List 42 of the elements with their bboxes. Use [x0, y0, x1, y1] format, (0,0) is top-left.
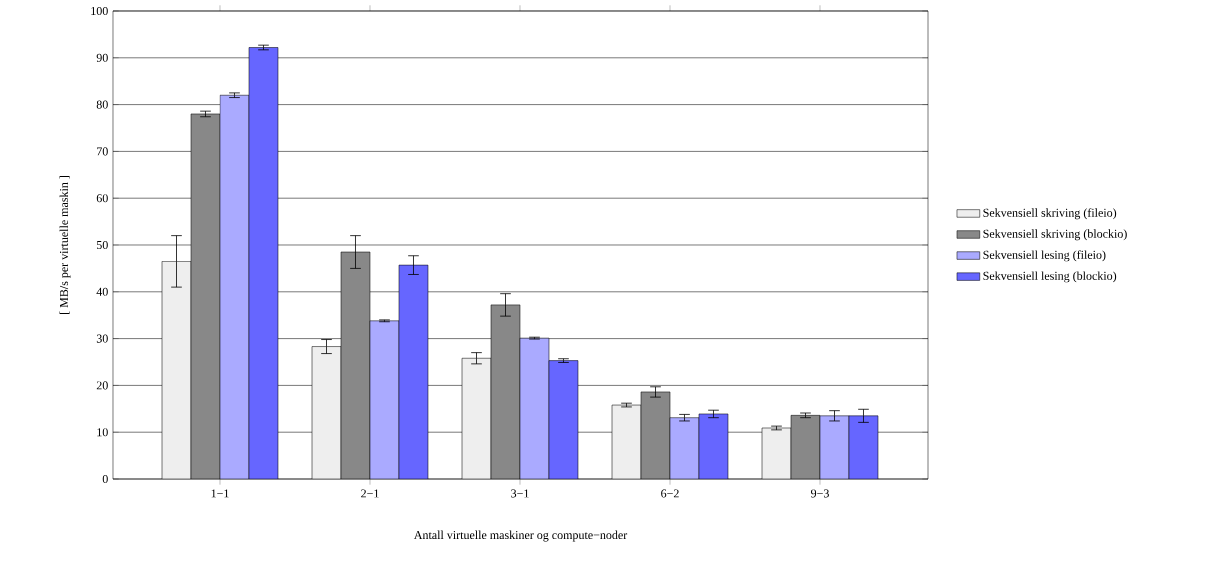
bar [761, 427, 792, 479]
x-tick-label: 1−1 [211, 489, 229, 498]
bar [819, 415, 850, 479]
y-tick-label: 10 [97, 428, 108, 437]
y-tick-label: 0 [102, 474, 108, 484]
y-tick-label: 100 [91, 6, 108, 16]
bar [340, 251, 371, 479]
y-tick-label: 70 [97, 147, 108, 156]
y-tick-label: 50 [96, 240, 108, 250]
bar [461, 357, 492, 479]
x-tick-label: 9−3 [810, 489, 829, 498]
bar [219, 94, 250, 479]
legend-label: Sekvensiell skriving (fileio) [983, 208, 1117, 220]
y-tick-label: 30 [96, 334, 108, 343]
x-tick-label: 3−1 [511, 489, 529, 498]
bar [519, 337, 550, 479]
bar [311, 346, 342, 479]
bar [790, 415, 821, 479]
y-tick-label: 20 [96, 381, 108, 390]
bar [369, 320, 400, 479]
legend-label: Sekvensiell lesing (blockio) [983, 271, 1117, 283]
y-tick-label: 40 [96, 287, 108, 296]
bar [698, 413, 729, 479]
bar [161, 261, 192, 479]
y-tick-label: 60 [96, 194, 108, 203]
y-axis-title: [ MB/s per virtuelle maskin ] [59, 176, 71, 314]
legend-label: Sekvensiell skriving (blockio) [983, 229, 1127, 241]
bar [640, 391, 671, 479]
bar [398, 264, 429, 479]
x-tick-label: 6−2 [661, 489, 679, 498]
bar [848, 415, 879, 479]
y-tick-label: 90 [96, 53, 108, 62]
bar [490, 304, 521, 479]
bar [548, 360, 579, 479]
bar [669, 417, 700, 479]
x-axis-title: Antall virtuelle maskiner og compute−noder [413, 530, 628, 542]
y-tick-label: 80 [96, 100, 108, 109]
bar [611, 404, 642, 479]
x-tick-label: 2−1 [361, 489, 379, 498]
legend-label: Sekvensiell lesing (fileio) [983, 250, 1106, 262]
bar [190, 113, 221, 479]
bar [248, 47, 279, 479]
